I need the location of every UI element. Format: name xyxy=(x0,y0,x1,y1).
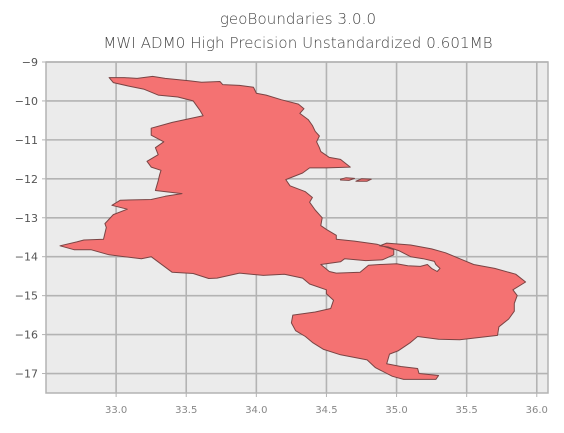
x-tick-label: 35.5 xyxy=(456,405,478,416)
y-tick-label: −17 xyxy=(15,368,38,381)
y-tick-label: −16 xyxy=(15,329,38,342)
x-tick-label: 33.5 xyxy=(175,405,197,416)
y-axis-ticks: −9 −10 −11 −12 −13 −14 −15 −16 −17 xyxy=(15,56,46,381)
island-shape xyxy=(355,178,372,182)
plot-area-frame xyxy=(45,61,549,394)
boundary-shapes xyxy=(59,75,527,380)
chart-title-line2: MWI ADM0 High Precision Unstandardized 0… xyxy=(103,34,493,52)
x-tick-label: 33.0 xyxy=(105,405,127,416)
x-axis-ticks: 33.0 33.5 34.0 34.5 35.0 35.5 36.0 xyxy=(105,393,548,416)
y-tick-label: −11 xyxy=(15,134,38,147)
y-tick-label: −9 xyxy=(22,56,38,69)
y-tick-label: −13 xyxy=(15,212,38,225)
y-tick-label: −15 xyxy=(15,290,38,303)
x-tick-label: 35.0 xyxy=(385,405,407,416)
x-tick-label: 36.0 xyxy=(526,405,548,416)
x-tick-label: 34.5 xyxy=(315,405,337,416)
chart-title-line1: geoBoundaries 3.0.0 xyxy=(219,10,377,28)
x-tick-label: 34.0 xyxy=(245,405,267,416)
y-tick-label: −12 xyxy=(15,173,38,186)
y-tick-label: −10 xyxy=(15,95,38,108)
island-shape xyxy=(340,177,355,181)
mainland-boundary-shape xyxy=(59,75,527,380)
y-tick-label: −14 xyxy=(15,251,38,264)
